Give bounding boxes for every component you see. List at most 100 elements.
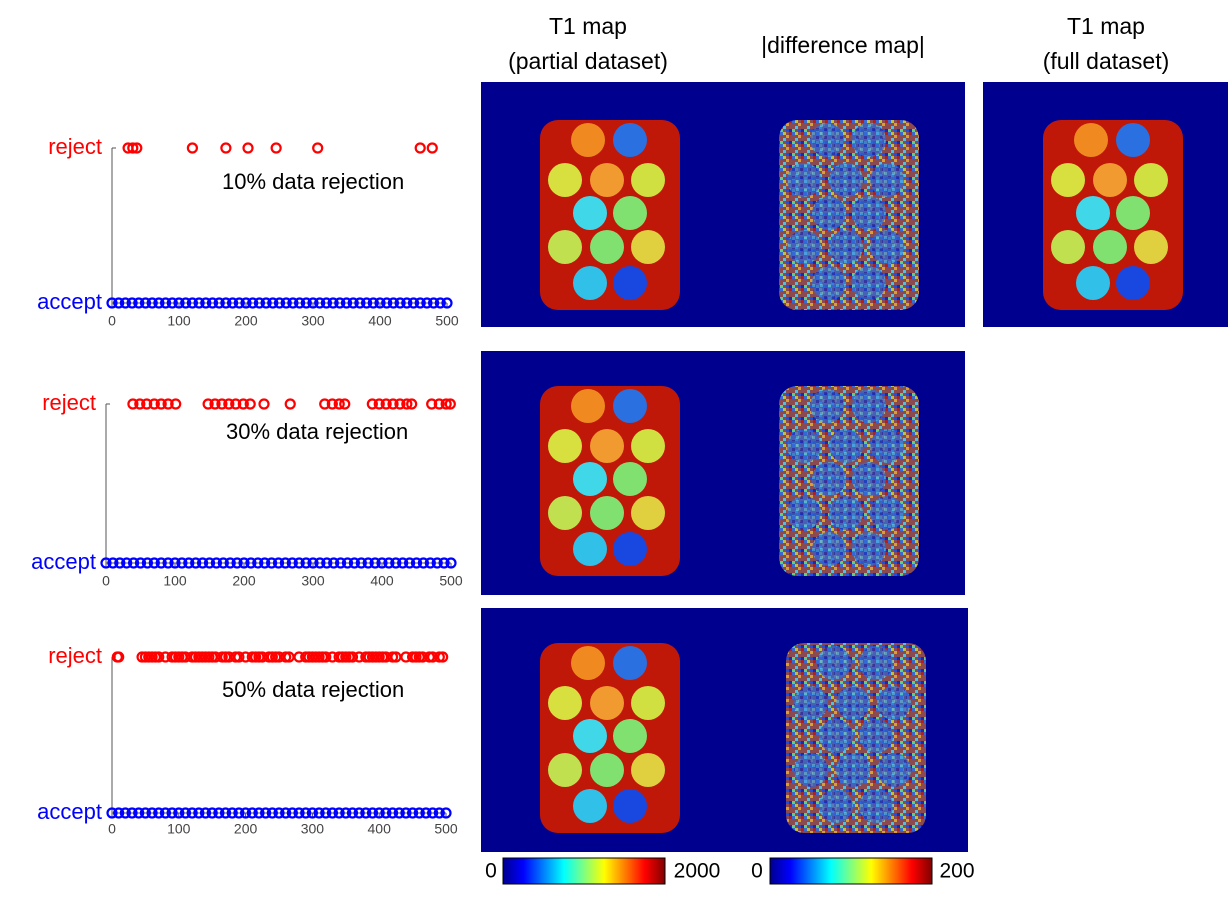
vial (573, 196, 607, 230)
point (339, 398, 351, 410)
vial (819, 719, 853, 753)
vial (859, 789, 893, 823)
point (173, 297, 185, 309)
vial (810, 389, 844, 423)
vial (1076, 266, 1110, 300)
point (300, 807, 312, 819)
point (209, 398, 221, 410)
point (287, 297, 299, 309)
point (421, 297, 433, 309)
point (233, 297, 245, 309)
point (320, 807, 332, 819)
point (153, 807, 165, 819)
point (153, 651, 165, 663)
point (113, 651, 125, 663)
point (252, 557, 264, 569)
point (119, 297, 132, 309)
point (186, 297, 198, 309)
point (320, 651, 332, 663)
y-tick-label: reject (48, 643, 102, 668)
vial (631, 230, 665, 264)
point (259, 557, 271, 569)
point (294, 297, 306, 309)
phantom (779, 120, 919, 310)
point (333, 398, 345, 410)
point (312, 142, 324, 154)
point (170, 398, 182, 410)
point (206, 297, 219, 309)
header: T1 map (1067, 13, 1145, 39)
point (326, 807, 339, 819)
point (193, 297, 205, 309)
vial (852, 266, 886, 300)
vial (613, 646, 647, 680)
point (119, 807, 131, 819)
point (141, 398, 153, 410)
vial (631, 496, 665, 530)
point (427, 807, 439, 819)
point (180, 297, 192, 309)
vial (573, 266, 607, 300)
point (397, 557, 409, 569)
x-tick-label: 300 (301, 313, 325, 329)
vial (1051, 163, 1085, 197)
point (216, 651, 228, 663)
point (113, 807, 125, 819)
phantom (779, 386, 919, 576)
point (286, 557, 298, 569)
annotation: 30% data rejection (226, 419, 408, 444)
point (293, 557, 305, 569)
point (266, 651, 278, 663)
point (410, 557, 423, 569)
point (230, 398, 242, 410)
header: (partial dataset) (508, 48, 668, 74)
point (148, 398, 160, 410)
vial (829, 230, 863, 264)
point (306, 807, 318, 819)
x-tick-label: 100 (163, 573, 187, 589)
point (390, 557, 402, 569)
point (426, 142, 438, 154)
point (400, 807, 412, 819)
colorbar-min: 0 (751, 860, 763, 883)
vial (573, 789, 607, 823)
point (373, 807, 385, 819)
point (131, 142, 143, 154)
point (440, 807, 452, 819)
vial (817, 646, 851, 680)
point (146, 297, 158, 309)
point (139, 807, 151, 819)
point (280, 297, 292, 309)
vial (852, 196, 886, 230)
point (434, 297, 446, 309)
x-tick-label: 200 (234, 313, 258, 329)
point (440, 398, 452, 410)
point (433, 651, 445, 663)
point (279, 557, 291, 569)
point (240, 807, 252, 819)
vial (548, 753, 582, 787)
point (146, 807, 158, 819)
point (200, 297, 212, 309)
point (300, 557, 312, 569)
vial (812, 462, 846, 496)
x-tick-label: 400 (368, 313, 392, 329)
point (258, 398, 270, 410)
point (133, 807, 145, 819)
point (139, 297, 152, 309)
point (273, 807, 285, 819)
vial (787, 163, 821, 197)
x-tick-label: 500 (439, 573, 463, 589)
x-tick-label: 0 (102, 573, 110, 589)
y-tick-label: accept (37, 289, 102, 314)
vial (812, 266, 846, 300)
vial (852, 123, 886, 157)
point (307, 557, 319, 569)
vial (787, 429, 821, 463)
point (314, 557, 326, 569)
vial (836, 753, 870, 787)
point (314, 297, 326, 309)
point (237, 398, 249, 410)
vial (571, 389, 605, 423)
point (128, 557, 140, 569)
